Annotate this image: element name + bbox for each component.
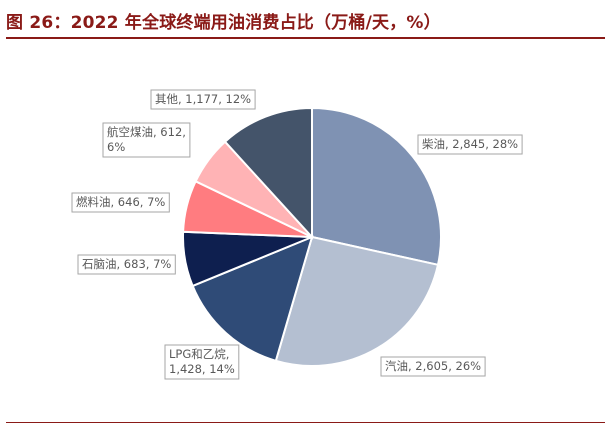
pie-slice-item-6 xyxy=(223,106,313,240)
pie-slice-item-1 xyxy=(274,235,440,368)
slice-label-item-4: 燃料油, 646, 7% xyxy=(71,192,170,213)
chart-title: 图 26：2022 年全球终端用油消费占比（万桶/天，%） xyxy=(6,13,441,33)
slice-label-text: 航空煤油, 612, xyxy=(107,125,186,139)
slice-label-item-0: 柴油, 2,845, 28% xyxy=(417,134,523,155)
pie-slice-item-0 xyxy=(311,106,442,267)
slice-label-text: 石脑油, 683, 7% xyxy=(82,257,171,271)
slice-label-item-3: 石脑油, 683, 7% xyxy=(77,254,176,275)
slice-label-item-5: 航空煤油, 612,6% xyxy=(102,122,191,158)
slice-label-lpg: LPG和乙烷,1,428, 14% xyxy=(164,344,240,380)
slice-label-text: LPG和乙烷, xyxy=(169,347,229,361)
slice-label-item-1: 汽油, 2,605, 26% xyxy=(380,356,486,377)
slice-label-text: 1,428, 14% xyxy=(169,362,235,376)
slice-label-text: 其他, 1,177, 12% xyxy=(155,92,251,106)
slice-labels: 柴油, 2,845, 28% 汽油, 2,605, 26% LPG和乙烷,1,428… xyxy=(71,89,523,380)
pie-slice-lpg xyxy=(191,235,314,363)
bottom-divider xyxy=(6,422,605,423)
slice-label-item-6: 其他, 1,177, 12% xyxy=(150,89,256,110)
slice-label-text: 柴油, 2,845, 28% xyxy=(422,137,518,151)
title-divider xyxy=(6,37,605,39)
pie-slices xyxy=(182,106,442,368)
slice-label-text: 汽油, 2,605, 26% xyxy=(385,359,481,373)
slice-label-text: 燃料油, 646, 7% xyxy=(76,195,165,209)
slice-label-text: 6% xyxy=(107,140,125,154)
